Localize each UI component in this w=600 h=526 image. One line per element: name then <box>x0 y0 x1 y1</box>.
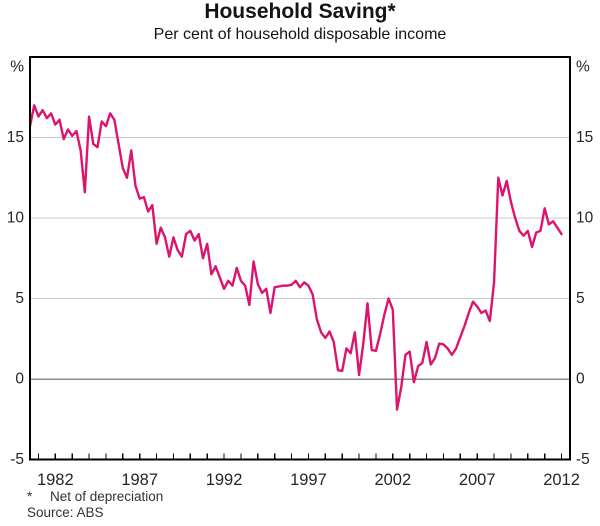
y-axis-label-right-5: 5 <box>576 290 585 307</box>
x-axis-label-1997: 1997 <box>290 471 327 489</box>
y-axis-unit-left: % <box>10 59 24 76</box>
y-axis-label-left--5: -5 <box>10 451 24 468</box>
y-axis-label-left-5: 5 <box>15 290 24 307</box>
source-note: Source: ABS <box>27 505 104 520</box>
x-axis-label-1992: 1992 <box>206 471 243 489</box>
x-axis-label-2007: 2007 <box>459 471 496 489</box>
footnote: * Net of depreciation <box>27 489 163 504</box>
chart-title: Household Saving* <box>204 0 396 23</box>
footnote-text: Net of depreciation <box>50 489 164 504</box>
y-axis-label-right--5: -5 <box>576 451 590 468</box>
y-axis-label-left-0: 0 <box>15 371 24 388</box>
x-axis-label-1987: 1987 <box>121 471 158 489</box>
y-axis-label-right-15: 15 <box>576 129 593 146</box>
chart-subtitle: Per cent of household disposable income <box>153 26 447 43</box>
footnote-marker: * <box>27 489 33 504</box>
y-axis-unit-right: % <box>576 59 590 76</box>
saving-line <box>28 104 563 411</box>
plot-border <box>29 56 571 461</box>
y-axis-label-left-15: 15 <box>7 129 24 146</box>
y-axis-label-left-10: 10 <box>7 210 25 227</box>
x-axis-label-1982: 1982 <box>37 471 74 489</box>
y-axis-label-right-0: 0 <box>576 371 585 388</box>
x-axis-label-2002: 2002 <box>374 471 411 489</box>
y-axis-label-right-10: 10 <box>576 210 594 227</box>
x-axis-label-2012: 2012 <box>543 471 580 489</box>
